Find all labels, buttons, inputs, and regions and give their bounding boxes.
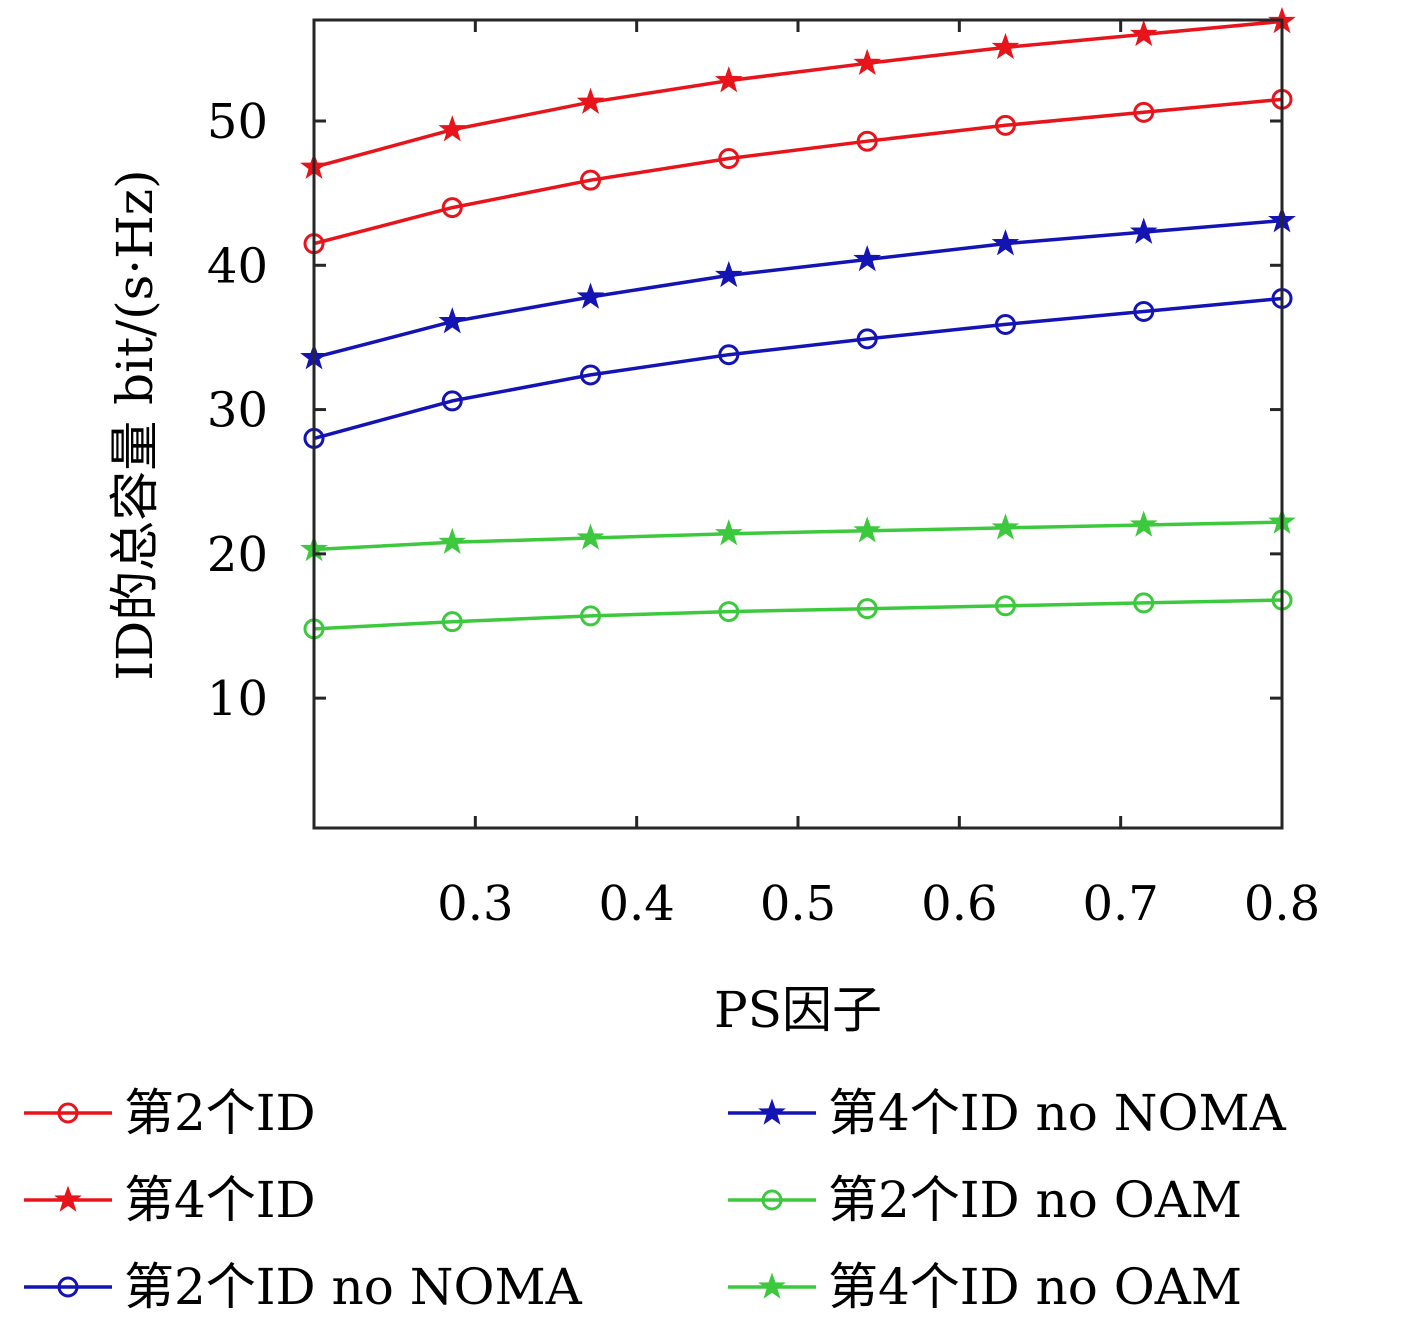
legend-entry-2: 第4个ID bbox=[24, 1171, 316, 1229]
legend-label: 第4个ID bbox=[124, 1171, 316, 1229]
legend-swatch-marker bbox=[57, 1276, 79, 1298]
series-line bbox=[313, 19, 1283, 169]
axes: 0.3 0.4 0.5 0.6 0.7 0.8 10 20 30 40 50 bbox=[207, 18, 1320, 932]
series-line bbox=[313, 296, 1283, 441]
y-tick-label: 30 bbox=[207, 383, 268, 439]
series-line bbox=[313, 218, 1283, 360]
data-point bbox=[576, 523, 605, 550]
plot-area bbox=[300, 6, 1296, 640]
data-point bbox=[1133, 300, 1155, 322]
legend-entry-6: 第4个ID no OAM bbox=[728, 1258, 1242, 1316]
data-point bbox=[991, 32, 1020, 60]
data-point bbox=[1129, 19, 1158, 47]
legend-swatch-marker bbox=[758, 1098, 786, 1125]
data-point bbox=[856, 598, 878, 620]
data-point bbox=[441, 611, 463, 633]
legend-label: 第4个ID no NOMA bbox=[828, 1084, 1287, 1142]
data-point bbox=[1129, 510, 1158, 537]
axes-box bbox=[312, 18, 1284, 830]
data-point bbox=[438, 527, 467, 555]
data-point bbox=[441, 197, 463, 219]
legend-label: 第2个ID bbox=[124, 1084, 316, 1142]
data-point bbox=[438, 115, 467, 142]
data-point bbox=[714, 519, 743, 546]
data-point bbox=[580, 605, 602, 627]
x-tick-label: 0.6 bbox=[921, 876, 997, 932]
legend-label: 第2个ID no NOMA bbox=[124, 1258, 583, 1316]
data-point bbox=[856, 328, 878, 350]
legend-swatch-marker bbox=[758, 1272, 786, 1299]
y-tick-label: 40 bbox=[207, 238, 268, 294]
data-point bbox=[576, 282, 605, 309]
legend-swatch-marker bbox=[54, 1185, 82, 1212]
x-tick-label: 0.7 bbox=[1082, 876, 1158, 932]
y-axis-title: ID的总容量 bit/(s·Hz) bbox=[106, 169, 164, 680]
data-point bbox=[718, 344, 740, 366]
data-point bbox=[994, 313, 1016, 335]
data-point bbox=[1129, 217, 1158, 244]
data-point bbox=[994, 595, 1016, 617]
data-point bbox=[994, 114, 1016, 136]
legend-entry-1: 第2个ID bbox=[24, 1084, 316, 1142]
series-line bbox=[313, 97, 1283, 246]
series-line bbox=[313, 520, 1283, 552]
series-line bbox=[313, 598, 1283, 631]
y-tick-label: 10 bbox=[207, 671, 268, 727]
legend-swatch-marker bbox=[761, 1189, 783, 1211]
x-tick-label: 0.3 bbox=[437, 876, 513, 932]
series-2 bbox=[300, 6, 1296, 179]
data-point bbox=[580, 169, 602, 191]
data-point bbox=[853, 48, 882, 76]
data-point bbox=[853, 244, 882, 272]
data-point bbox=[718, 601, 740, 623]
legend-label: 第2个ID no OAM bbox=[828, 1171, 1242, 1229]
legend-entry-5: 第2个ID no OAM bbox=[728, 1171, 1242, 1229]
series-6 bbox=[300, 507, 1296, 562]
x-axis-title: PS因子 bbox=[714, 981, 882, 1039]
data-point bbox=[441, 390, 463, 412]
legend-entry-4: 第4个ID no NOMA bbox=[728, 1084, 1287, 1142]
series-5 bbox=[303, 589, 1293, 640]
data-point bbox=[580, 364, 602, 386]
data-point bbox=[991, 229, 1020, 256]
y-tick-label: 50 bbox=[207, 94, 268, 150]
data-point bbox=[718, 148, 740, 170]
data-point bbox=[1133, 101, 1155, 123]
data-point bbox=[853, 516, 882, 543]
data-point bbox=[576, 87, 605, 115]
data-point bbox=[714, 66, 743, 93]
legend-label: 第4个ID no OAM bbox=[828, 1258, 1242, 1316]
x-tick-label: 0.4 bbox=[598, 876, 674, 932]
legend: 第2个ID 第4个ID 第2个ID no NOMA 第4个ID no NOMA 第2个I… bbox=[24, 1084, 1287, 1316]
data-point bbox=[714, 260, 743, 288]
legend-swatch-marker bbox=[57, 1102, 79, 1124]
y-tick-label: 20 bbox=[207, 527, 268, 583]
data-point bbox=[856, 130, 878, 152]
series-4 bbox=[300, 206, 1296, 370]
x-tick-label: 0.8 bbox=[1244, 876, 1320, 932]
data-point bbox=[438, 307, 467, 334]
data-point bbox=[1133, 592, 1155, 614]
x-tick-label: 0.5 bbox=[760, 876, 836, 932]
legend-entry-3: 第2个ID no NOMA bbox=[24, 1258, 583, 1316]
data-point bbox=[991, 513, 1020, 540]
